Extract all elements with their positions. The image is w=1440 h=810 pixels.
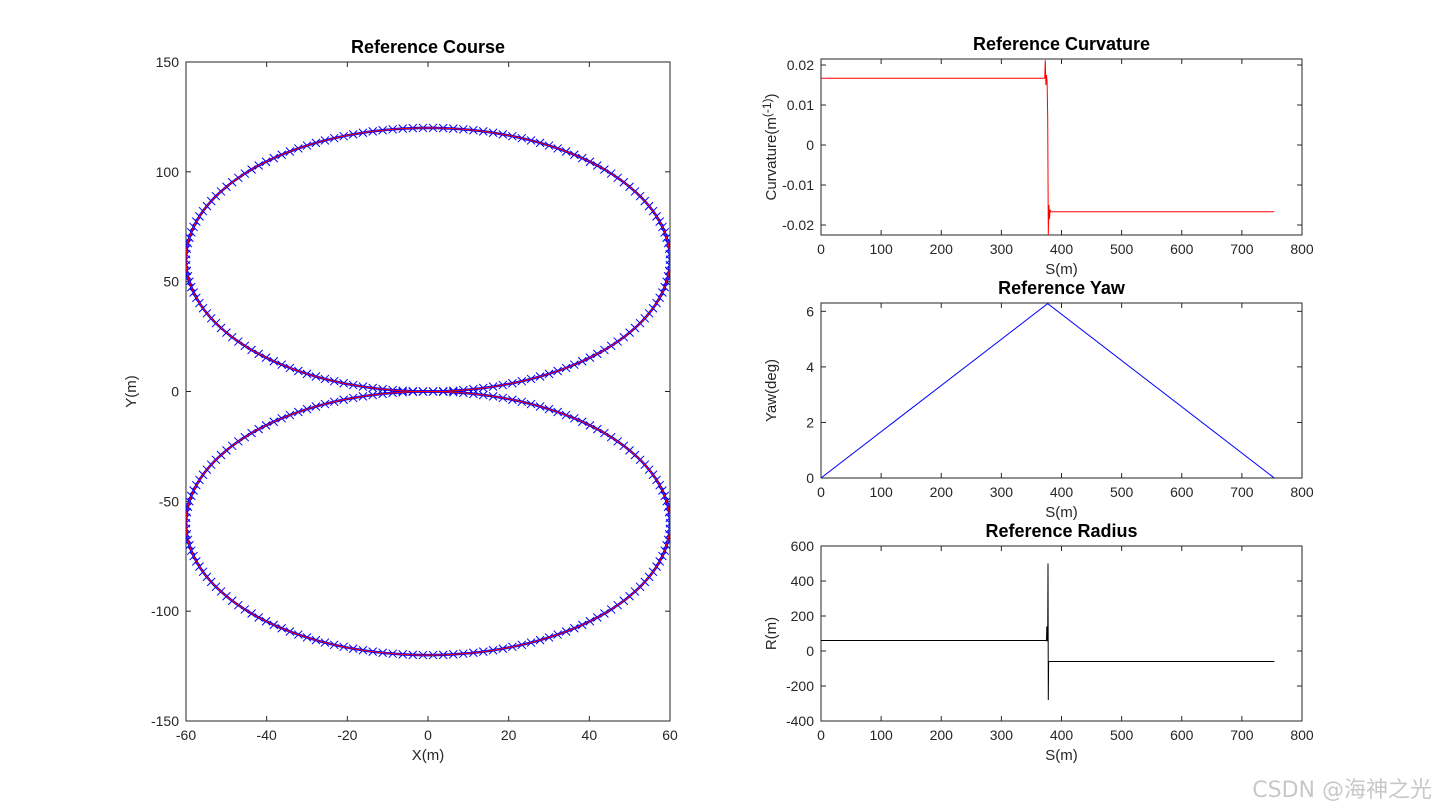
x-tick-label: 0 bbox=[817, 484, 825, 500]
y-tick-label: -400 bbox=[786, 713, 814, 729]
x-tick-label: 200 bbox=[930, 241, 954, 257]
series-line-radius bbox=[821, 563, 1275, 701]
x-tick-label: 400 bbox=[1050, 241, 1074, 257]
x-tick-label: 700 bbox=[1230, 727, 1254, 743]
y-tick-label: 100 bbox=[156, 164, 180, 180]
y-tick-label: 0 bbox=[171, 384, 179, 400]
x-axis-label: X(m) bbox=[412, 747, 445, 764]
x-axis-label: S(m) bbox=[1045, 504, 1078, 521]
y-tick-label: 0 bbox=[806, 643, 814, 659]
x-tick-label: 800 bbox=[1290, 241, 1314, 257]
x-tick-label: 600 bbox=[1170, 484, 1194, 500]
y-tick-label: 2 bbox=[806, 414, 814, 430]
x-tick-label: -20 bbox=[337, 727, 357, 743]
x-tick-label: 300 bbox=[990, 484, 1014, 500]
plot-area bbox=[821, 563, 1275, 701]
x-tick-label: 40 bbox=[582, 727, 598, 743]
x-tick-label: 500 bbox=[1110, 484, 1134, 500]
x-tick-label: 200 bbox=[930, 727, 954, 743]
chart-3: Reference Radius 0 100 200 300 400 500 600 700 80… bbox=[763, 521, 1314, 764]
x-tick-label: 100 bbox=[869, 727, 893, 743]
y-tick-label: -150 bbox=[151, 713, 179, 729]
y-axis-label: Y(m) bbox=[123, 375, 140, 408]
x-tick-label: 400 bbox=[1050, 484, 1074, 500]
x-tick-label: 0 bbox=[424, 727, 432, 743]
axes-frame bbox=[820, 545, 1303, 722]
y-tick-label: 150 bbox=[156, 54, 180, 70]
x-tick-label: 600 bbox=[1170, 241, 1194, 257]
reference-line bbox=[186, 127, 670, 656]
x-tick-label: 100 bbox=[869, 241, 893, 257]
chart-title: Reference Curvature bbox=[973, 34, 1150, 54]
x-tick-label: 60 bbox=[662, 727, 678, 743]
chart-title: Reference Course bbox=[351, 37, 505, 57]
course-plot bbox=[186, 123, 670, 660]
y-tick-label: -0.01 bbox=[782, 177, 814, 193]
y-tick-label: 0 bbox=[806, 137, 814, 153]
y-tick-label: 400 bbox=[791, 573, 815, 589]
x-tick-label: 400 bbox=[1050, 727, 1074, 743]
chart-0: Reference Course -60 -40 -20 0 20 40 60 -150 -100… bbox=[123, 37, 678, 764]
x-tick-label: 700 bbox=[1230, 241, 1254, 257]
y-axis-label: R(m) bbox=[763, 617, 780, 650]
chart-title: Reference Radius bbox=[985, 521, 1137, 541]
x-tick-label: 20 bbox=[501, 727, 517, 743]
y-tick-label: 0.01 bbox=[787, 97, 814, 113]
chart-1: Reference Curvature 0 100 200 300 400 500 600 70… bbox=[760, 34, 1314, 278]
loop-line-1 bbox=[186, 390, 670, 657]
y-tick-label: 0 bbox=[806, 470, 814, 486]
x-tick-label: -60 bbox=[176, 727, 196, 743]
x-tick-label: 0 bbox=[817, 727, 825, 743]
chart-title: Reference Yaw bbox=[998, 278, 1126, 298]
y-tick-label: -50 bbox=[159, 493, 179, 509]
loop-line-0 bbox=[186, 126, 670, 393]
chart-2: Reference Yaw 0 100 200 300 400 500 600 700 800 0 2… bbox=[763, 278, 1314, 521]
y-axis-label: Yaw(deg) bbox=[763, 359, 780, 422]
x-tick-label: 600 bbox=[1170, 727, 1194, 743]
plot-area bbox=[821, 303, 1275, 478]
y-tick-label: -200 bbox=[786, 678, 814, 694]
x-tick-label: -40 bbox=[257, 727, 277, 743]
y-tick-label: 600 bbox=[791, 538, 815, 554]
x-tick-label: 700 bbox=[1230, 484, 1254, 500]
plot-area bbox=[821, 60, 1275, 235]
y-tick-label: -100 bbox=[151, 603, 179, 619]
x-tick-label: 300 bbox=[990, 727, 1014, 743]
axes-frame bbox=[820, 302, 1303, 479]
x-tick-label: 500 bbox=[1110, 727, 1134, 743]
x-tick-label: 100 bbox=[869, 484, 893, 500]
series-line-curvature bbox=[821, 60, 1275, 235]
x-tick-label: 300 bbox=[990, 241, 1014, 257]
series-line-yaw bbox=[821, 303, 1275, 478]
axes-frame bbox=[820, 58, 1303, 236]
x-axis-label: S(m) bbox=[1045, 261, 1078, 278]
y-axis-label: Curvature(m(-1)) bbox=[760, 93, 780, 200]
x-axis-label: S(m) bbox=[1045, 747, 1078, 764]
y-tick-label: 50 bbox=[163, 274, 179, 290]
y-tick-label: 200 bbox=[791, 608, 815, 624]
y-tick-label: 4 bbox=[806, 359, 814, 375]
x-tick-label: 500 bbox=[1110, 241, 1134, 257]
x-tick-label: 0 bbox=[817, 241, 825, 257]
y-tick-label: 6 bbox=[806, 303, 814, 319]
x-tick-label: 200 bbox=[930, 484, 954, 500]
x-tick-label: 800 bbox=[1290, 727, 1314, 743]
y-tick-label: -0.02 bbox=[782, 217, 814, 233]
x-tick-label: 800 bbox=[1290, 484, 1314, 500]
y-tick-label: 0.02 bbox=[787, 57, 814, 73]
watermark: CSDN @海神之光 bbox=[1252, 778, 1432, 803]
